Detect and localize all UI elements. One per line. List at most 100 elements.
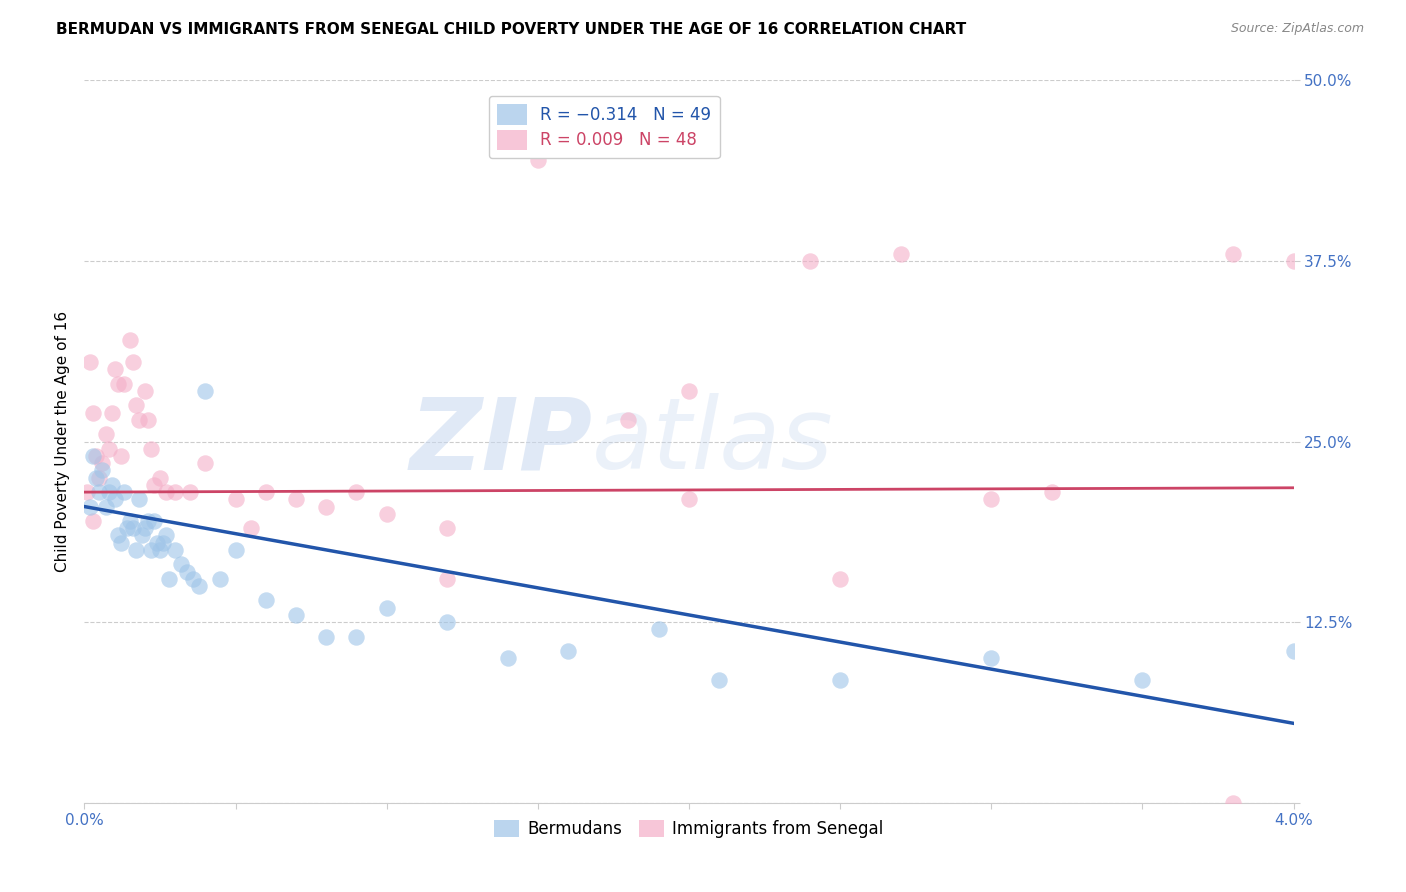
Point bbox=[142, 478, 165, 492]
Point bbox=[152, 535, 174, 549]
Point bbox=[76, 485, 98, 500]
Point bbox=[1040, 485, 1063, 500]
Point bbox=[110, 449, 132, 463]
Point bbox=[1282, 644, 1305, 658]
Point bbox=[134, 521, 156, 535]
Point bbox=[107, 528, 129, 542]
Point bbox=[346, 630, 368, 644]
Point bbox=[527, 153, 550, 167]
Point bbox=[285, 492, 308, 507]
Point bbox=[648, 623, 671, 637]
Point bbox=[165, 542, 187, 557]
Point bbox=[157, 572, 180, 586]
Point bbox=[139, 442, 162, 456]
Point bbox=[121, 521, 143, 535]
Point bbox=[436, 572, 458, 586]
Point bbox=[1132, 673, 1154, 687]
Point bbox=[125, 398, 148, 412]
Point bbox=[179, 485, 201, 500]
Point bbox=[375, 600, 398, 615]
Point bbox=[496, 651, 519, 665]
Point bbox=[134, 384, 156, 398]
Point bbox=[617, 413, 640, 427]
Point bbox=[678, 384, 700, 398]
Point bbox=[97, 485, 120, 500]
Point bbox=[86, 449, 108, 463]
Point bbox=[91, 463, 114, 477]
Point bbox=[254, 485, 277, 500]
Point bbox=[128, 492, 150, 507]
Point bbox=[170, 558, 193, 572]
Text: BERMUDAN VS IMMIGRANTS FROM SENEGAL CHILD POVERTY UNDER THE AGE OF 16 CORRELATIO: BERMUDAN VS IMMIGRANTS FROM SENEGAL CHIL… bbox=[56, 22, 966, 37]
Point bbox=[890, 246, 912, 260]
Y-axis label: Child Poverty Under the Age of 16: Child Poverty Under the Age of 16 bbox=[55, 311, 70, 572]
Point bbox=[678, 492, 700, 507]
Point bbox=[82, 406, 104, 420]
Point bbox=[375, 507, 398, 521]
Point bbox=[709, 673, 731, 687]
Legend: Bermudans, Immigrants from Senegal: Bermudans, Immigrants from Senegal bbox=[488, 814, 890, 845]
Point bbox=[86, 470, 108, 484]
Point bbox=[100, 478, 122, 492]
Point bbox=[181, 572, 204, 586]
Text: Source: ZipAtlas.com: Source: ZipAtlas.com bbox=[1230, 22, 1364, 36]
Point bbox=[136, 413, 159, 427]
Point bbox=[91, 456, 114, 470]
Point bbox=[79, 500, 101, 514]
Point bbox=[830, 572, 852, 586]
Point bbox=[557, 644, 579, 658]
Point bbox=[254, 593, 277, 607]
Point bbox=[1222, 246, 1244, 260]
Point bbox=[315, 500, 337, 514]
Point bbox=[89, 485, 111, 500]
Point bbox=[104, 492, 127, 507]
Point bbox=[315, 630, 337, 644]
Point bbox=[346, 485, 368, 500]
Point bbox=[104, 362, 127, 376]
Point bbox=[107, 376, 129, 391]
Point bbox=[125, 542, 148, 557]
Point bbox=[112, 376, 135, 391]
Point bbox=[830, 673, 852, 687]
Point bbox=[139, 542, 162, 557]
Point bbox=[239, 521, 262, 535]
Point bbox=[209, 572, 232, 586]
Point bbox=[436, 615, 458, 630]
Point bbox=[155, 528, 177, 542]
Point bbox=[97, 442, 120, 456]
Point bbox=[131, 528, 153, 542]
Point bbox=[1222, 796, 1244, 810]
Point bbox=[121, 355, 143, 369]
Point bbox=[146, 535, 169, 549]
Text: ZIP: ZIP bbox=[409, 393, 592, 490]
Point bbox=[142, 514, 165, 528]
Point bbox=[149, 542, 172, 557]
Point bbox=[799, 253, 821, 268]
Point bbox=[82, 449, 104, 463]
Point bbox=[149, 470, 172, 484]
Point bbox=[112, 485, 135, 500]
Point bbox=[94, 427, 117, 442]
Point bbox=[980, 651, 1002, 665]
Point bbox=[980, 492, 1002, 507]
Point bbox=[115, 521, 138, 535]
Point bbox=[94, 500, 117, 514]
Point bbox=[194, 384, 217, 398]
Point bbox=[110, 535, 132, 549]
Point bbox=[79, 355, 101, 369]
Text: atlas: atlas bbox=[592, 393, 834, 490]
Point bbox=[136, 514, 159, 528]
Point bbox=[225, 492, 247, 507]
Point bbox=[89, 470, 111, 484]
Point bbox=[188, 579, 211, 593]
Point bbox=[165, 485, 187, 500]
Point bbox=[128, 413, 150, 427]
Point bbox=[155, 485, 177, 500]
Point bbox=[285, 607, 308, 622]
Point bbox=[1282, 253, 1305, 268]
Point bbox=[82, 514, 104, 528]
Point bbox=[118, 334, 141, 348]
Point bbox=[100, 406, 122, 420]
Point bbox=[176, 565, 198, 579]
Point bbox=[118, 514, 141, 528]
